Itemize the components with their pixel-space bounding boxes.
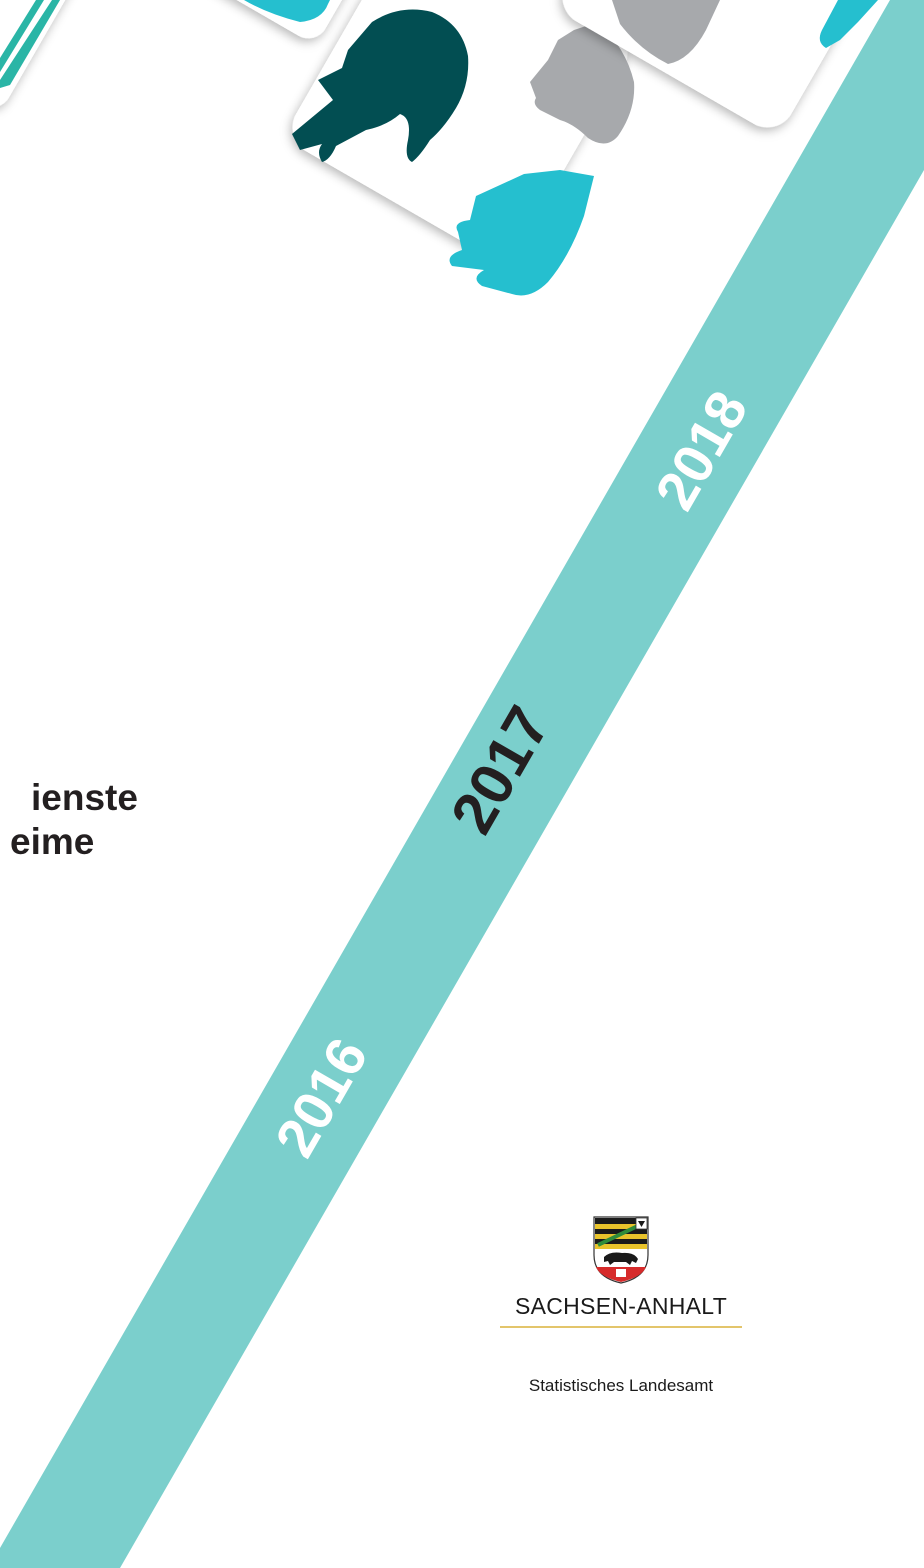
photo-tile-main [292,0,635,296]
photo-tile-left [0,0,107,108]
state-name-underline [500,1326,742,1328]
photo-tile-top-small [201,0,379,39]
cover-title-line-2: eime [10,821,95,862]
photo-tile-right [562,0,898,128]
cover-title-line-1: ienste [31,777,138,818]
office-name: Statistisches Landesamt [528,1376,714,1395]
state-name: SACHSEN-ANHALT [514,1293,728,1319]
coat-of-arms-icon [593,1216,649,1284]
